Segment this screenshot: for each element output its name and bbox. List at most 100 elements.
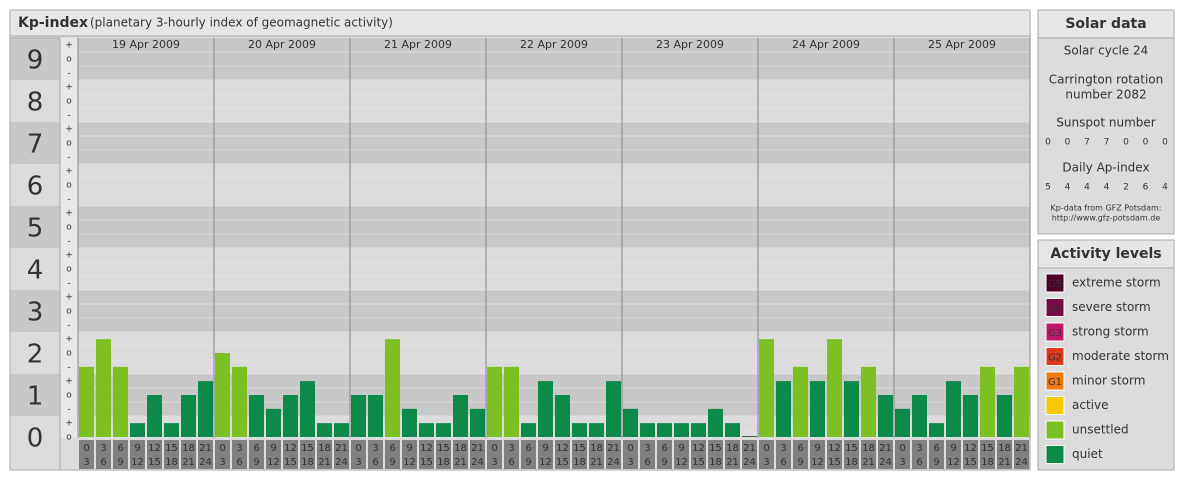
hour-box (419, 440, 434, 469)
bar (504, 366, 519, 437)
level-name: unsettled (1072, 423, 1129, 437)
scale-band (60, 290, 78, 332)
hour-label: 6 (389, 443, 395, 454)
hour-label: 3 (219, 457, 225, 468)
hour-label: 0 (83, 443, 89, 454)
hour-label: 6 (100, 457, 106, 468)
hour-box (810, 440, 825, 469)
hour-label: 21 (182, 457, 195, 468)
level-code: G5 (1048, 279, 1062, 290)
hour-label: 21 (743, 443, 756, 454)
y-tick-label: 4 (27, 256, 44, 286)
bar (725, 423, 740, 437)
hour-label: 3 (83, 457, 89, 468)
hour-label: 24 (1015, 457, 1028, 468)
hour-box (334, 440, 349, 469)
hour-label: 15 (828, 457, 841, 468)
hour-label: 12 (420, 443, 433, 454)
hour-label: 15 (556, 457, 569, 468)
bar (351, 395, 366, 437)
scale-band (60, 38, 78, 80)
hour-label: 3 (100, 443, 106, 454)
bar (368, 395, 383, 437)
scale-mark: + (65, 251, 73, 261)
bar (300, 381, 315, 437)
level-swatch (1045, 347, 1065, 366)
scale-band (60, 122, 78, 164)
bar (776, 381, 791, 437)
hour-label: 18 (182, 443, 195, 454)
ap-value: 4 (1104, 183, 1110, 193)
bar (657, 423, 672, 437)
hour-label: 21 (726, 457, 739, 468)
bar (436, 423, 451, 437)
hour-label: 12 (131, 457, 144, 468)
sunspot-value: 0 (1143, 138, 1149, 148)
level-swatch (1045, 298, 1065, 317)
hour-box (844, 440, 859, 469)
source: http://www.gfz-potsdam.de (1052, 214, 1161, 223)
hour-label: 6 (916, 457, 922, 468)
hour-box (555, 440, 570, 469)
hour-label: 6 (644, 457, 650, 468)
hour-box (759, 440, 774, 469)
bar (232, 366, 247, 437)
hour-box (351, 440, 366, 469)
scale-mark: - (67, 153, 70, 163)
bar (980, 366, 995, 437)
band (10, 332, 1030, 374)
hour-label: 3 (236, 443, 242, 454)
bar (470, 408, 485, 437)
left-column (9, 37, 61, 471)
hour-label: 9 (406, 443, 412, 454)
hour-label: 18 (318, 443, 331, 454)
day-label: 19 Apr 2009 (112, 38, 180, 51)
ap-value: 6 (1143, 183, 1149, 193)
hour-box (708, 440, 723, 469)
day-label: 22 Apr 2009 (520, 38, 588, 51)
solar-header (1037, 9, 1175, 39)
scale-band (60, 374, 78, 416)
hour-label: 9 (814, 443, 820, 454)
hour-label: 6 (780, 457, 786, 468)
hour-label: 12 (556, 443, 569, 454)
bar (674, 423, 689, 437)
bar (283, 395, 298, 437)
bar (793, 366, 808, 437)
hour-label: 21 (879, 443, 892, 454)
sunspot-value: 0 (1123, 138, 1129, 148)
hour-label: 24 (199, 457, 212, 468)
hour-label: 12 (675, 457, 688, 468)
hour-box (181, 440, 196, 469)
hour-box (96, 440, 111, 469)
scale-mark: - (67, 279, 70, 289)
bar (623, 408, 638, 437)
sunspot-title: Sunspot number (1056, 116, 1155, 130)
bar (317, 423, 332, 437)
hour-label: 9 (117, 457, 123, 468)
day-label: 21 Apr 2009 (384, 38, 452, 51)
hour-box (912, 440, 927, 469)
levels-title: Activity levels (1050, 246, 1161, 262)
hour-box (997, 440, 1012, 469)
hour-label: 6 (372, 457, 378, 468)
level-name: active (1072, 398, 1108, 412)
scale-band (60, 248, 78, 290)
title: Kp-index (18, 15, 88, 31)
hour-label: 9 (950, 443, 956, 454)
hour-box (198, 440, 213, 469)
hour-box (827, 440, 842, 469)
bar (861, 366, 876, 437)
hour-label: 6 (236, 457, 242, 468)
source: Kp-data from GFZ Potsdam: (1051, 204, 1162, 213)
y-tick-label: 9 (27, 46, 44, 76)
scale-mark: o (66, 181, 72, 191)
hour-box (487, 440, 502, 469)
bar (96, 339, 111, 437)
hour-label: 18 (981, 457, 994, 468)
band (10, 164, 1030, 206)
sunspot-value: 7 (1104, 138, 1110, 148)
hour-label: 6 (117, 443, 123, 454)
bar (521, 423, 536, 437)
